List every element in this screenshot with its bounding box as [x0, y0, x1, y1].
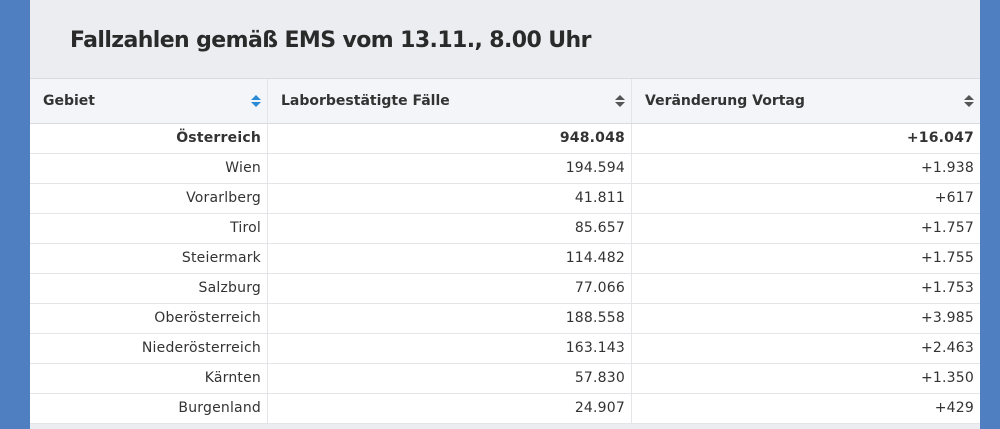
cell-faelle: 41.811 [268, 184, 632, 213]
column-header-gebiet[interactable]: Gebiet [30, 79, 268, 123]
cell-faelle: 114.482 [268, 244, 632, 273]
table-row: Tirol 85.657 +1.757 [30, 214, 980, 244]
data-table: Gebiet Laborbestätigte Fälle Veränderung… [30, 78, 980, 424]
cell-faelle: 948.048 [268, 124, 632, 153]
cell-gebiet: Burgenland [30, 394, 268, 423]
cell-faelle: 77.066 [268, 274, 632, 303]
cell-faelle: 24.907 [268, 394, 632, 423]
cell-gebiet: Wien [30, 154, 268, 183]
cell-veraenderung: +1.755 [920, 250, 974, 266]
table-row: Niederösterreich 163.143 +2.463 [30, 334, 980, 364]
cell-gebiet: Oberösterreich [30, 304, 268, 333]
cell-gebiet: Tirol [30, 214, 268, 243]
cell-faelle: 57.830 [268, 364, 632, 393]
cell-gebiet: Niederösterreich [30, 334, 268, 363]
cell-gebiet: Vorarlberg [30, 184, 268, 213]
table-row: Burgenland 24.907 +429 [30, 394, 980, 424]
cell-faelle: 163.143 [268, 334, 632, 363]
cell-veraenderung: +429 [934, 400, 974, 416]
sort-icon[interactable] [964, 95, 974, 107]
cell-veraenderung: +2.463 [920, 340, 974, 356]
cell-gebiet: Kärnten [30, 364, 268, 393]
column-header-faelle[interactable]: Laborbestätigte Fälle [268, 79, 632, 123]
table-row: Wien 194.594 +1.938 [30, 154, 980, 184]
cell-veraenderung: +1.753 [920, 280, 974, 296]
cell-veraenderung: +1.757 [920, 220, 974, 236]
cell-gebiet: Österreich [30, 124, 268, 153]
cell-faelle: 194.594 [268, 154, 632, 183]
sort-icon[interactable] [615, 95, 625, 107]
cell-veraenderung: +16.047 [906, 130, 974, 146]
cell-veraenderung: +1.938 [920, 160, 974, 176]
table-row: Vorarlberg 41.811 +617 [30, 184, 980, 214]
column-header-label: Laborbestätigte Fälle [281, 93, 450, 109]
table-title: Fallzahlen gemäß EMS vom 13.11., 8.00 Uh… [70, 28, 591, 53]
table-row: Österreich 948.048 +16.047 [30, 124, 980, 154]
column-header-label: Veränderung Vortag [645, 93, 805, 109]
cell-veraenderung: +617 [934, 190, 974, 206]
column-header-label: Gebiet [43, 93, 95, 109]
cell-gebiet: Steiermark [30, 244, 268, 273]
sort-icon[interactable] [251, 95, 261, 107]
table-card: Fallzahlen gemäß EMS vom 13.11., 8.00 Uh… [30, 0, 980, 429]
table-row: Oberösterreich 188.558 +3.985 [30, 304, 980, 334]
table-row: Kärnten 57.830 +1.350 [30, 364, 980, 394]
column-header-veraenderung[interactable]: Veränderung Vortag [632, 79, 980, 123]
cell-veraenderung: +3.985 [920, 310, 974, 326]
table-row: Salzburg 77.066 +1.753 [30, 274, 980, 304]
cell-faelle: 85.657 [268, 214, 632, 243]
cell-gebiet: Salzburg [30, 274, 268, 303]
cell-veraenderung: +1.350 [920, 370, 974, 386]
table-row: Steiermark 114.482 +1.755 [30, 244, 980, 274]
cell-faelle: 188.558 [268, 304, 632, 333]
table-body: Österreich 948.048 +16.047 Wien 194.594 … [30, 124, 980, 424]
table-header: Gebiet Laborbestätigte Fälle Veränderung… [30, 79, 980, 124]
